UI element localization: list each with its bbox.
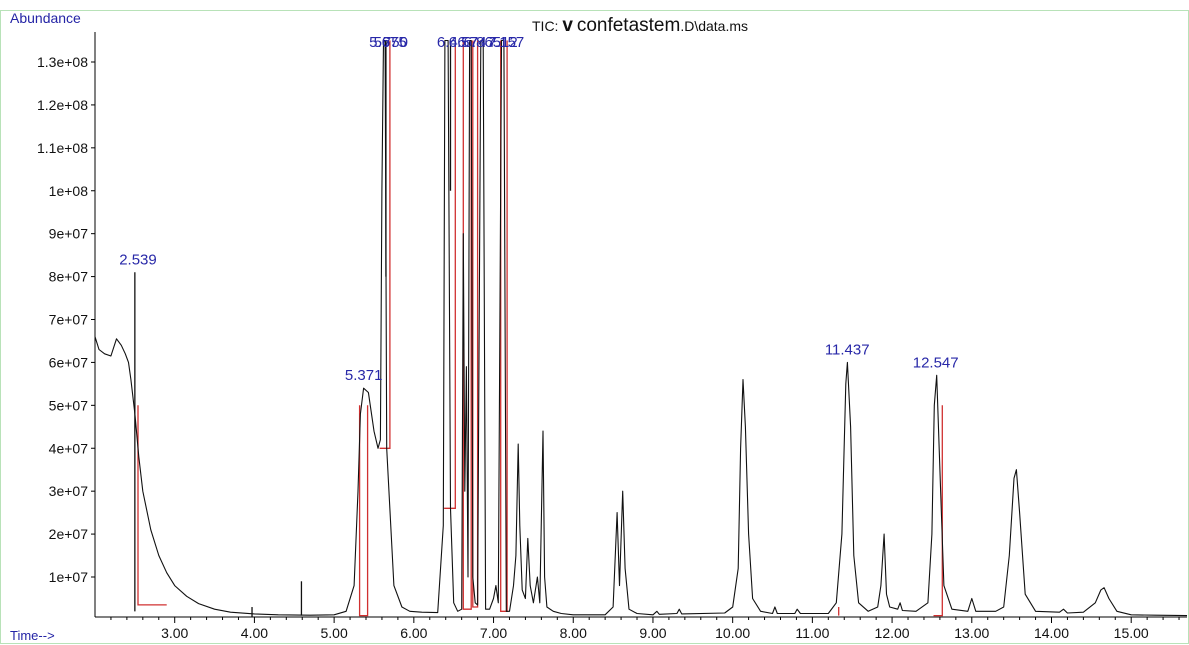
peak-label: 6.865 xyxy=(464,34,502,51)
integration-baselines xyxy=(137,40,943,617)
chart-axes xyxy=(94,32,1187,618)
x-tick-label: 13.00 xyxy=(954,625,989,641)
integration-baseline xyxy=(444,40,456,509)
outer-border xyxy=(0,10,1189,644)
y-tick-label: 1e+07 xyxy=(49,569,89,585)
tic-trace xyxy=(94,39,1188,617)
x-tick-label: 3.00 xyxy=(161,625,188,641)
x-tick-label: 14.00 xyxy=(1034,625,1069,641)
y-tick-label: 4e+07 xyxy=(49,440,89,456)
y-tick-label: 1.1e+08 xyxy=(37,140,88,156)
y-axis-label: Abundance xyxy=(10,10,81,26)
tic-series-line xyxy=(94,39,1188,617)
title-name: confetastem xyxy=(576,15,681,36)
y-tick-label: 3e+07 xyxy=(49,483,89,499)
y-tick-label: 8e+07 xyxy=(49,269,89,285)
peak-label: 56 xyxy=(374,34,391,51)
y-tick-label: 1.3e+08 xyxy=(37,54,88,70)
title-suffix: .D\data.ms xyxy=(680,18,749,34)
integration-baseline xyxy=(933,405,943,617)
x-tick-label: 4.00 xyxy=(241,625,268,641)
x-tick-label: 8.00 xyxy=(560,625,587,641)
x-tick-label: 10.00 xyxy=(715,625,750,641)
x-tick-label: 9.00 xyxy=(639,625,666,641)
x-tick-label: 12.00 xyxy=(875,625,910,641)
peak-label: 750 xyxy=(383,34,408,51)
x-tick-label: 11.00 xyxy=(795,625,829,641)
integration-baseline xyxy=(379,40,391,449)
y-axis-ticks: 1e+07 2e+07 3e+07 4e+07 5e+07 6e+07 7e+07 8e+07… xyxy=(37,54,95,585)
peak-label: 6.74 xyxy=(457,34,486,51)
y-tick-label: 5e+07 xyxy=(49,397,89,413)
y-tick-label: 1.2e+08 xyxy=(37,97,88,113)
y-tick-label: 7e+07 xyxy=(49,312,89,328)
y-tick-label: 9e+07 xyxy=(49,226,89,242)
x-axis-ticks: 3.00 4.00 5.00 6.00 7.00 8.00 9.00 10.00 11.00 12… xyxy=(110,617,1180,641)
integration-baseline xyxy=(500,40,508,612)
peak-label: 11.437 xyxy=(825,341,870,358)
x-tick-label: 5.00 xyxy=(320,625,347,641)
peak-label: 12.547 xyxy=(913,354,959,371)
chart-border xyxy=(0,10,1189,644)
integration-baseline xyxy=(358,405,369,617)
peak-label: 5.675 xyxy=(369,34,407,51)
peak-label: 6.4 xyxy=(437,34,458,51)
title-prefix: TIC: xyxy=(532,18,563,34)
title-v: v xyxy=(562,15,573,36)
chart-title: TIC: v confetastem.D\data.ms xyxy=(532,15,748,37)
y-tick-label: 2e+07 xyxy=(49,526,89,542)
peak-label: 2.539 xyxy=(119,251,157,268)
integration-baseline xyxy=(137,405,167,606)
peak-label: 6.57 xyxy=(449,34,478,51)
x-axis-label: Time--> xyxy=(10,628,55,643)
integration-baseline xyxy=(472,40,479,608)
y-tick-label: 1e+08 xyxy=(49,183,89,199)
peak-label: 7.12 xyxy=(489,34,518,51)
x-tick-label: 6.00 xyxy=(400,625,427,641)
x-tick-label: 7.00 xyxy=(480,625,507,641)
peak-label: 5.371 xyxy=(345,367,383,384)
y-tick-label: 6e+07 xyxy=(49,354,89,370)
x-tick-label: 15.00 xyxy=(1114,625,1149,641)
peak-label: 7.157 xyxy=(487,34,525,51)
